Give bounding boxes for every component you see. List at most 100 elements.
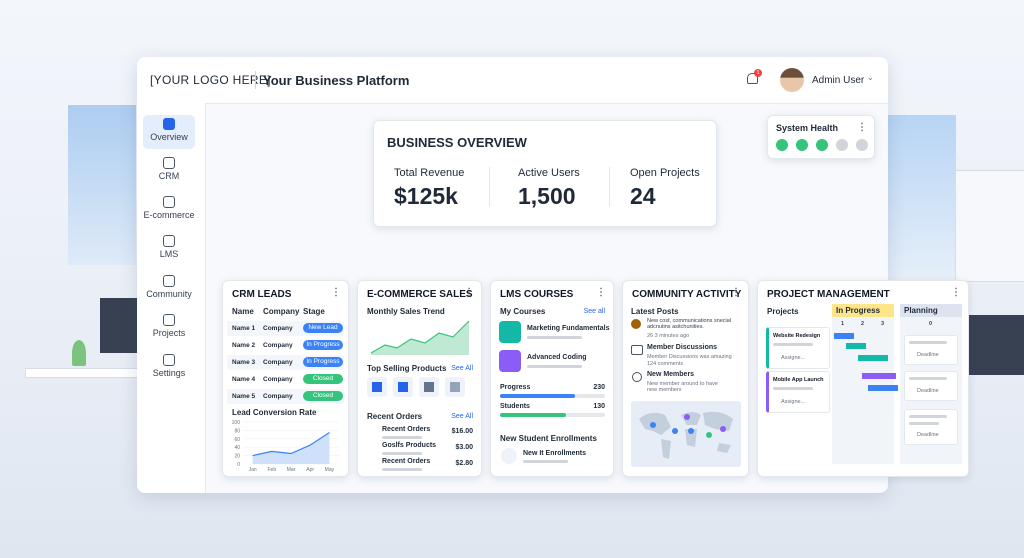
project-item: Website Redesign Assigne... — [766, 327, 830, 369]
progress-fill — [500, 394, 575, 398]
nav-item[interactable]: Overview — [143, 115, 195, 149]
assignee: Assigne... — [781, 399, 806, 405]
label: Company — [263, 325, 293, 332]
stat-label: Progress — [500, 384, 531, 391]
nav-item[interactable]: Community — [143, 272, 195, 306]
circle — [650, 422, 656, 428]
path — [639, 411, 733, 459]
label: Company — [263, 376, 293, 383]
y-tick-label: 100 — [232, 420, 241, 426]
planning-count: 0 — [929, 321, 933, 327]
members-icon — [632, 372, 642, 382]
label: CRM — [158, 171, 180, 181]
x-tick-label: Feb — [267, 467, 276, 473]
course-icon — [499, 350, 521, 372]
sidebar: Overview CRM E-commerce LMS Community Pr… — [137, 103, 206, 493]
label: Deadline — [917, 352, 939, 358]
divider — [255, 71, 256, 89]
label: Settings — [152, 368, 186, 378]
gantt-bar — [834, 333, 854, 339]
section-title: Latest Posts — [631, 307, 679, 316]
assignee: Assigne... — [781, 355, 806, 361]
project-item: Mobile App Launch Assigne... — [766, 371, 830, 413]
overview-title: BUSINESS OVERVIEW — [387, 135, 527, 150]
course-name: Advanced Coding — [527, 354, 587, 361]
top-bar: [YOUR LOGO HERE] Your Business Platform … — [137, 57, 888, 104]
progress-fill — [500, 413, 566, 417]
lms-card: LMS COURSES ⋮ My Courses See all Marketin… — [490, 280, 614, 477]
column-header: Planning — [900, 304, 962, 317]
planning-item: Deadline — [904, 409, 958, 445]
nav-item[interactable]: CRM — [143, 154, 195, 188]
notification-bell[interactable] — [747, 73, 758, 84]
see-all-link[interactable]: See all — [583, 308, 605, 315]
metric-label: Open Projects — [630, 167, 700, 179]
dots: ⋮ — [464, 287, 474, 298]
gray — [909, 377, 947, 380]
see-all-link[interactable]: See All — [451, 413, 473, 420]
product-glyph — [372, 382, 382, 392]
gray — [382, 436, 422, 439]
ic — [163, 196, 175, 208]
label: Name 5 — [232, 393, 256, 400]
order-name: Goslfs Products — [382, 442, 437, 449]
stage-pill: Closed — [303, 391, 343, 401]
nav-item[interactable]: Settings — [143, 351, 195, 385]
section-title: My Courses — [500, 307, 546, 316]
label: Name 4 — [232, 376, 256, 383]
x-tick-label: Mar — [287, 467, 296, 473]
ic — [163, 235, 175, 247]
stage-pill: Closed — [303, 374, 343, 384]
label: COMMUNITY ACTIVITY — [632, 289, 742, 300]
ic — [163, 354, 175, 366]
gray — [773, 387, 813, 390]
y-tick-label: 60 — [234, 437, 240, 443]
avatar[interactable] — [780, 68, 804, 92]
user-menu[interactable]: Admin User — [812, 75, 865, 86]
gray — [527, 365, 582, 368]
metric-label: Total Revenue — [394, 167, 465, 179]
line — [252, 431, 330, 457]
see-all-link[interactable]: See All — [451, 365, 473, 372]
status-dot — [776, 139, 788, 151]
ic — [163, 118, 175, 130]
label: Company — [263, 359, 293, 366]
y-tick-label: 20 — [234, 454, 240, 460]
x-tick-label: May — [325, 467, 335, 473]
area — [252, 432, 330, 464]
gray — [382, 452, 422, 455]
gray — [909, 422, 939, 425]
product-glyph — [424, 382, 434, 392]
order-name: Recent Orders — [382, 458, 431, 465]
order-price: $2.80 — [455, 460, 473, 467]
gray — [909, 341, 947, 344]
gantt-bar — [858, 355, 888, 361]
system-health-card: System Health ⋮ — [767, 115, 875, 159]
order-price: $16.00 — [451, 428, 473, 435]
metric-value: $125k — [394, 183, 458, 209]
status-dot — [796, 139, 808, 151]
dots: ⋮ — [596, 287, 606, 298]
label: Website Redesign — [773, 333, 821, 339]
nav-item[interactable]: LMS — [143, 232, 195, 266]
health-title: System Health — [776, 123, 839, 133]
trend-chart — [370, 320, 470, 355]
metric-value: 24 — [630, 183, 656, 209]
ic — [163, 157, 175, 169]
in-progress-lane — [832, 304, 894, 464]
post-text: Member Discussions was amazing — [647, 354, 732, 360]
post-meta: 26 3 minutes ago — [647, 333, 690, 339]
chevron: ⌄ — [867, 73, 874, 82]
y-tick-label: 40 — [234, 445, 240, 451]
x-tick-label: Apr — [306, 467, 314, 473]
stat-label: Students — [500, 403, 530, 410]
gray — [909, 415, 947, 418]
label: Name 1 — [232, 325, 256, 332]
column-header: Stage — [303, 307, 325, 316]
status-dot — [856, 139, 868, 151]
nav-item[interactable]: E-commerce — [143, 193, 195, 227]
nav-item[interactable]: Projects — [143, 311, 195, 345]
label: PROJECT MANAGEMENT — [767, 289, 890, 300]
gantt-bar — [862, 373, 896, 379]
